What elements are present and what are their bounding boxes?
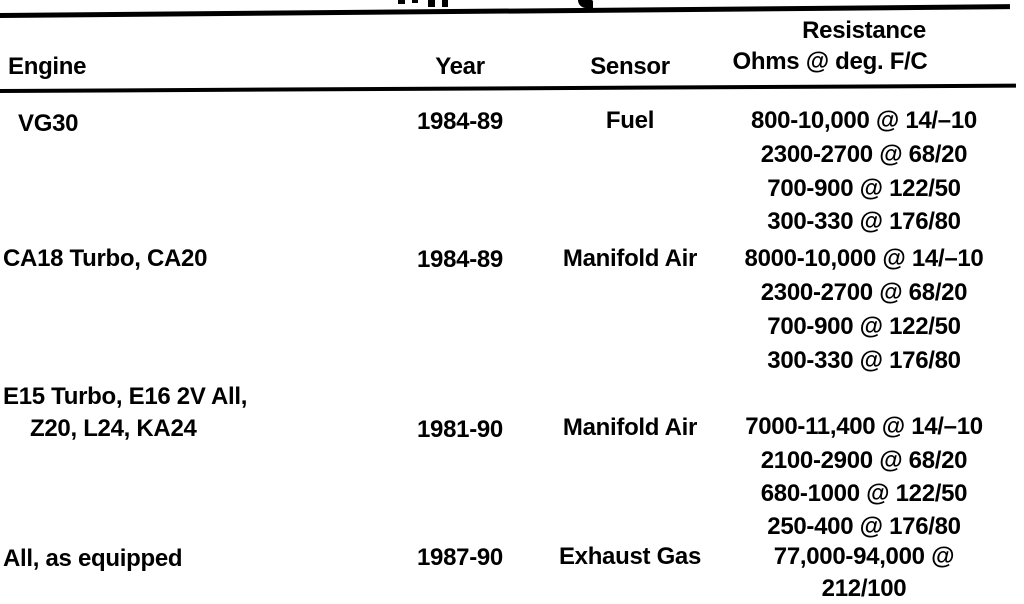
column-header-sensor: Sensor — [590, 53, 670, 80]
column-header-year: Year — [435, 53, 485, 80]
sensor-cell: Manifold Air — [562, 414, 698, 441]
cropped-title-fragment — [412, 0, 418, 3]
year-cell: 1987-90 — [417, 544, 503, 571]
engine-cell: Z20, L24, KA24 — [30, 415, 197, 442]
engine-cell: CA18 Turbo, CA20 — [3, 245, 208, 272]
resistance-value: 700-900 @ 122/50 — [767, 175, 961, 202]
year-cell: 1984-89 — [417, 246, 503, 273]
resistance-value: 250-400 @ 176/80 — [767, 513, 961, 540]
resistance-value: 2300-2700 @ 68/20 — [760, 279, 968, 306]
column-header-resistance-line1: Resistance — [802, 17, 926, 44]
sensor-cell: Exhaust Gas — [558, 543, 702, 570]
resistance-value: 700-900 @ 122/50 — [767, 313, 961, 340]
cropped-title-fragment — [428, 0, 435, 7]
sensor-cell: Fuel — [605, 107, 655, 134]
resistance-value: 2100-2900 @ 68/20 — [760, 447, 968, 474]
engine-cell: VG30 — [18, 110, 79, 137]
resistance-value: 77,000-94,000 @ — [773, 543, 955, 570]
engine-cell: All, as equipped — [3, 545, 183, 572]
year-cell: 1984-89 — [417, 108, 503, 135]
resistance-value: 7000-11,400 @ 14/–10 — [745, 413, 983, 440]
resistance-value: 300-330 @ 176/80 — [767, 208, 961, 235]
table-header-rule — [0, 83, 1016, 93]
engine-cell: E15 Turbo, E16 2V All, — [3, 383, 248, 410]
cropped-title-fragment — [398, 0, 405, 4]
cropped-title-fragment — [578, 0, 593, 8]
resistance-value: 2300-2700 @ 68/20 — [760, 141, 968, 168]
resistance-value: 8000-10,000 @ 14/–10 — [744, 245, 984, 272]
resistance-value: 800-10,000 @ 14/–10 — [751, 107, 977, 134]
column-header-resistance-line2: Ohms @ deg. F/C — [732, 48, 928, 75]
year-cell: 1981-90 — [417, 416, 503, 443]
table-top-rule — [0, 4, 1010, 18]
resistance-value: 212/100 — [821, 575, 907, 602]
resistance-value: 680-1000 @ 122/50 — [760, 480, 968, 507]
resistance-value: 300-330 @ 176/80 — [767, 347, 961, 374]
sensor-cell: Manifold Air — [562, 245, 698, 272]
cropped-title-fragment — [442, 0, 448, 7]
column-header-engine: Engine — [8, 53, 87, 80]
